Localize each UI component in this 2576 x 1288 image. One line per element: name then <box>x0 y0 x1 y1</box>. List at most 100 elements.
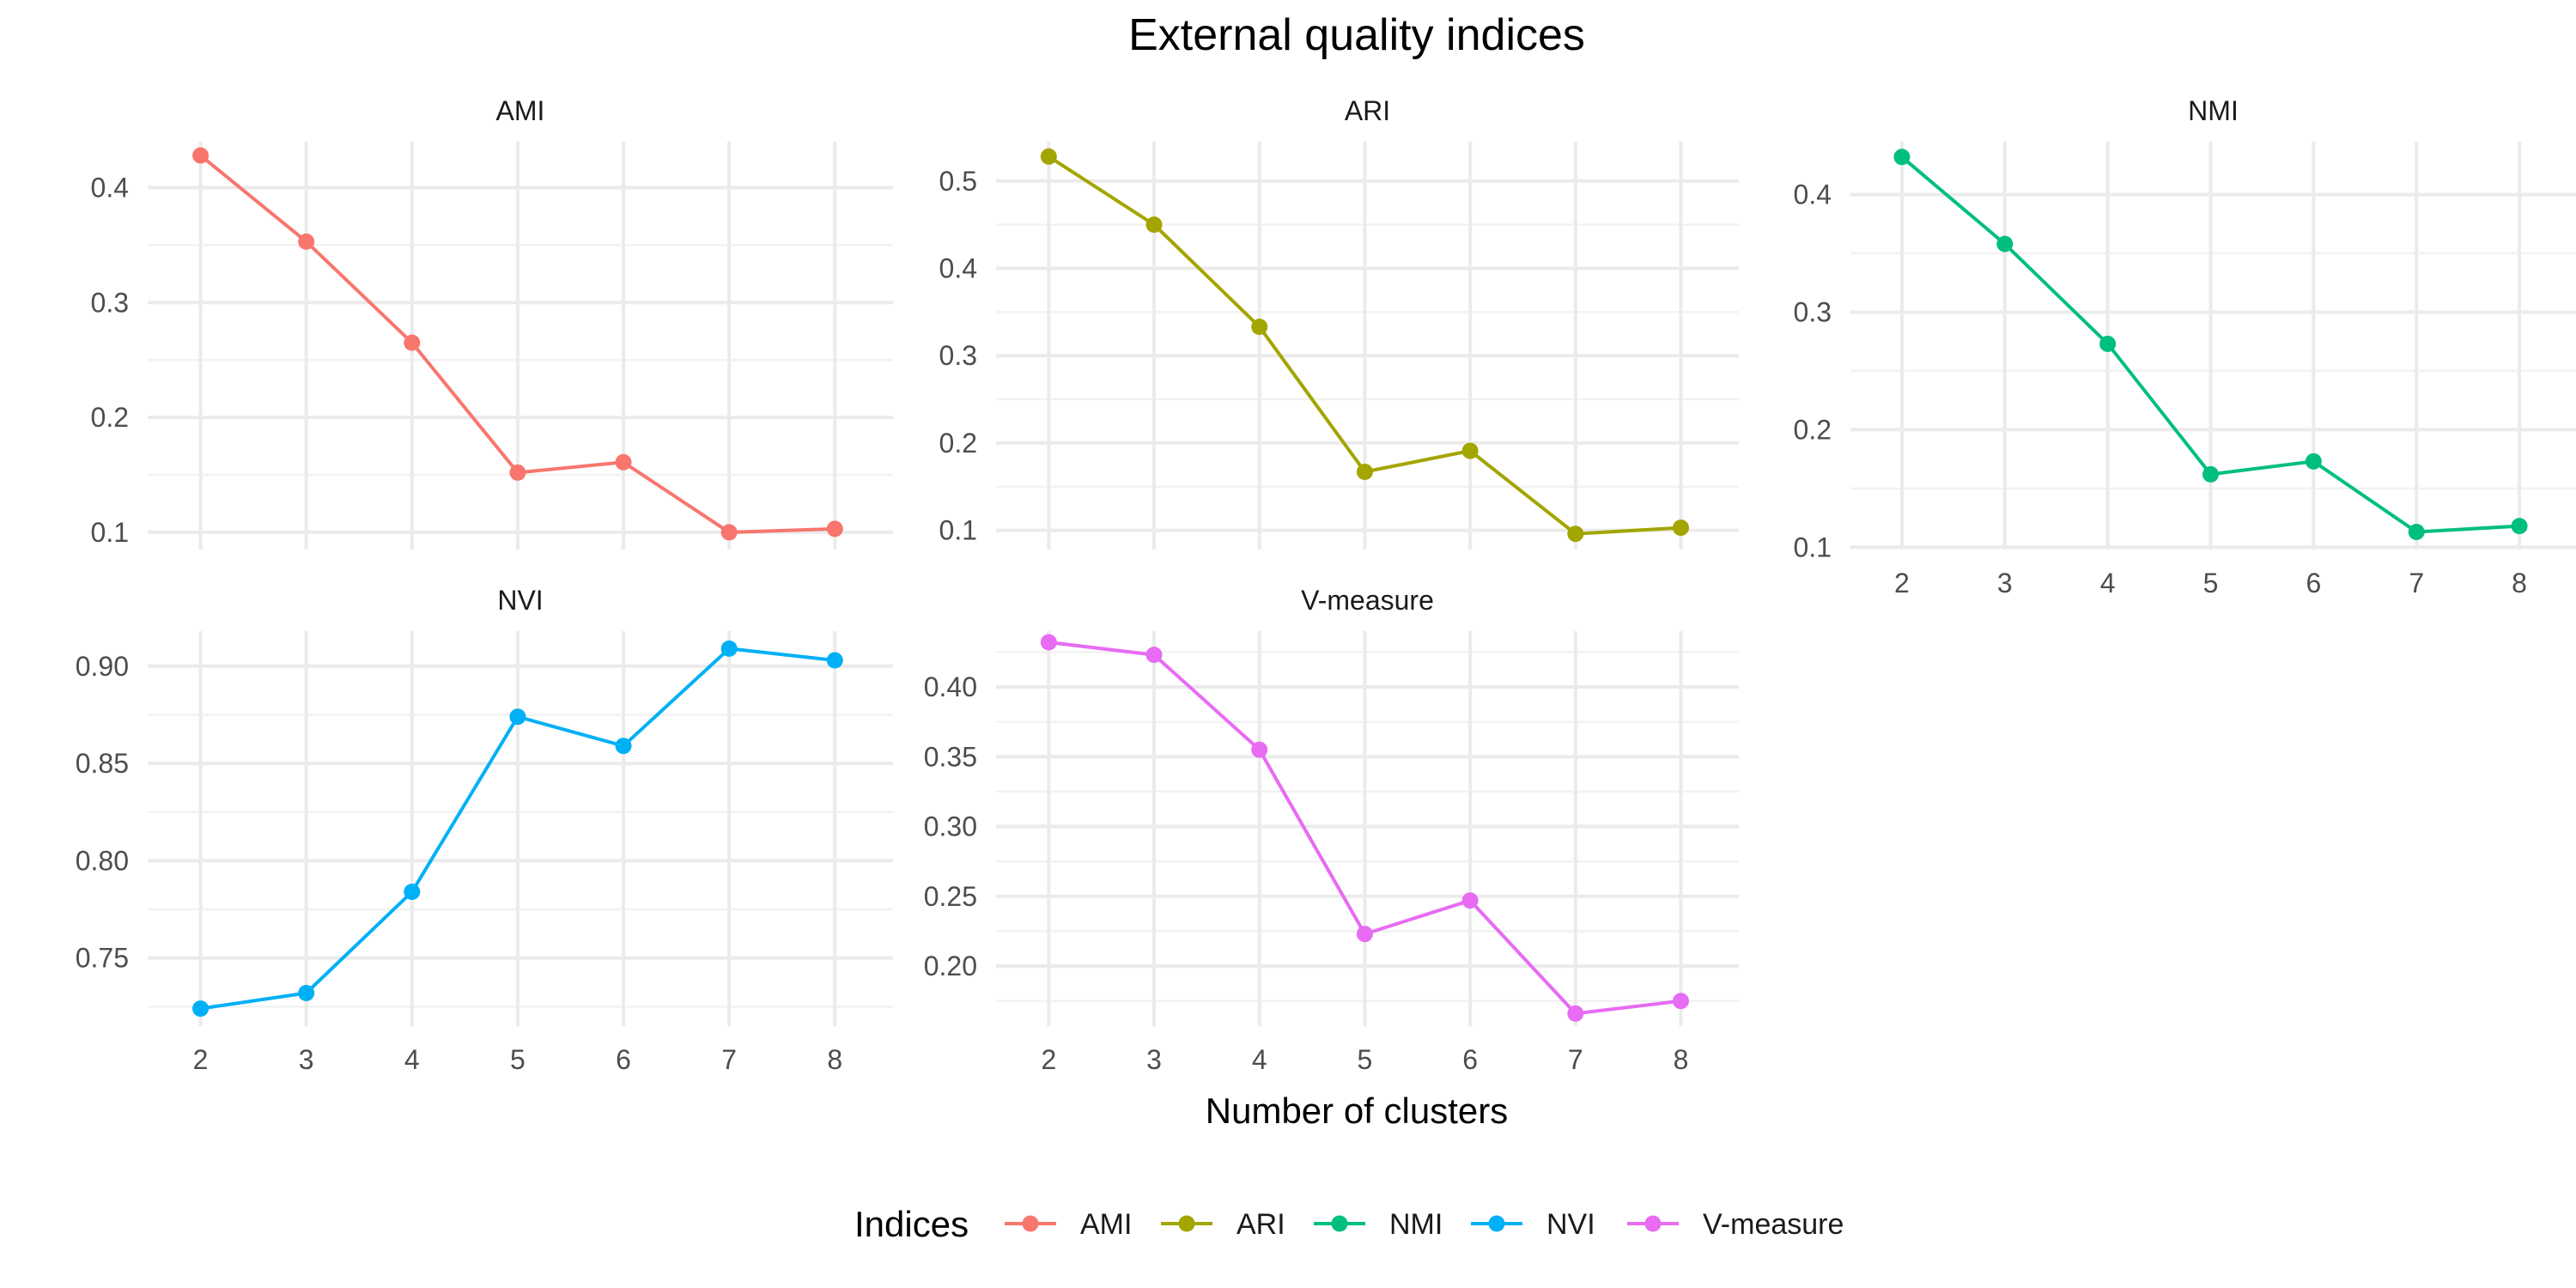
legend-item-ari: ARI <box>1161 1208 1285 1241</box>
facet-ari: 0.1 0.2 0.3 0.4 0.5 ARI <box>939 95 1739 550</box>
data-point <box>298 984 315 1001</box>
data-point <box>615 738 632 755</box>
data-point <box>298 233 315 250</box>
legend-item-nmi: NMI <box>1314 1208 1443 1241</box>
data-point <box>1893 149 1911 166</box>
data-point <box>1673 519 1690 537</box>
x-tick-label: 6 <box>616 1044 631 1075</box>
x-tick-label: 5 <box>510 1044 526 1075</box>
data-point <box>509 464 526 481</box>
legend-label: AMI <box>1080 1208 1132 1241</box>
y-tick-label: 0.75 <box>76 943 129 974</box>
y-tick-label: 0.3 <box>1794 296 1832 327</box>
chart-title: External quality indices <box>1128 10 1585 60</box>
data-point <box>720 524 738 541</box>
data-point <box>1356 463 1373 480</box>
legend-label: V-measure <box>1703 1208 1844 1241</box>
x-tick-label: 4 <box>2100 568 2116 598</box>
x-tick-label: 3 <box>1997 568 2013 598</box>
x-tick-label: 5 <box>1358 1044 1373 1075</box>
data-point <box>2202 465 2220 483</box>
legend-label: NVI <box>1546 1208 1595 1241</box>
data-point <box>615 453 632 471</box>
x-tick-label: 3 <box>299 1044 314 1075</box>
data-point <box>720 640 738 657</box>
data-point <box>1996 235 2014 252</box>
y-tick-label: 0.2 <box>939 428 977 459</box>
x-tick-label: 7 <box>721 1044 737 1075</box>
legend-item-v-measure: V-measure <box>1627 1208 1844 1241</box>
x-tick-label: 8 <box>827 1044 842 1075</box>
data-point <box>192 1000 210 1018</box>
x-tick-label: 6 <box>2306 568 2321 598</box>
x-tick-label: 8 <box>1674 1044 1689 1075</box>
y-tick-label: 0.4 <box>1794 179 1832 210</box>
facet-nvi: 0.75 0.80 0.85 0.90 2 3 4 5 6 7 8 NVI <box>76 585 893 1075</box>
x-tick-label: 4 <box>1252 1044 1267 1075</box>
facet-ami: 0.1 0.2 0.3 0.4 AMI <box>91 95 893 550</box>
facet-v-measure: 0.20 0.25 0.30 0.35 0.40 2 3 4 5 6 7 8 V-measure <box>924 585 1739 1075</box>
data-point <box>1461 892 1479 909</box>
x-tick-label: 5 <box>2203 568 2219 598</box>
x-tick-label: 7 <box>1568 1044 1583 1075</box>
x-tick-label: 8 <box>2512 568 2527 598</box>
legend: Indices AMI ARI NMI NVI V-measure <box>854 1204 1844 1244</box>
y-tick-label: 0.3 <box>939 340 977 371</box>
x-tick-label: 6 <box>1462 1044 1478 1075</box>
data-point <box>2099 335 2117 352</box>
y-tick-label: 0.4 <box>939 252 977 283</box>
legend-label: NMI <box>1389 1208 1443 1241</box>
y-tick-label: 0.40 <box>924 671 977 702</box>
legend-key-point <box>1022 1215 1039 1232</box>
y-tick-label: 0.4 <box>91 173 129 204</box>
data-point <box>1040 148 1057 165</box>
legend-key-point <box>1331 1215 1348 1232</box>
y-tick-label: 0.35 <box>924 741 977 772</box>
legend-title: Indices <box>854 1204 969 1244</box>
legend-label: ARI <box>1236 1208 1285 1241</box>
y-tick-label: 0.25 <box>924 881 977 912</box>
facet-label: V-measure <box>1301 585 1434 616</box>
y-tick-label: 0.20 <box>924 951 977 981</box>
y-tick-label: 0.80 <box>76 845 129 876</box>
data-point <box>1145 216 1163 234</box>
y-tick-label: 0.1 <box>91 517 129 548</box>
data-point <box>404 334 421 351</box>
legend-key-point <box>1488 1215 1505 1232</box>
legend-item-ami: AMI <box>1005 1208 1132 1241</box>
data-point <box>509 708 526 726</box>
y-tick-label: 0.85 <box>76 748 129 779</box>
data-point <box>1567 1005 1584 1022</box>
y-tick-label: 0.5 <box>939 166 977 197</box>
x-tick-label: 3 <box>1146 1044 1162 1075</box>
data-point <box>2408 523 2425 540</box>
y-tick-label: 0.3 <box>91 287 129 318</box>
y-tick-label: 0.2 <box>1794 414 1832 445</box>
x-tick-label: 4 <box>404 1044 420 1075</box>
y-tick-label: 0.1 <box>939 515 977 546</box>
data-point <box>1567 526 1584 543</box>
facet-label: AMI <box>496 95 545 126</box>
data-point <box>1040 634 1057 651</box>
x-tick-label: 2 <box>193 1044 209 1075</box>
y-tick-label: 0.90 <box>76 651 129 682</box>
facet-label: ARI <box>1345 95 1390 126</box>
data-point <box>1145 647 1163 664</box>
y-tick-label: 0.30 <box>924 811 977 842</box>
facet-nmi: 0.1 0.2 0.3 0.4 2 3 4 5 6 7 8 NMI <box>1794 95 2576 598</box>
facet-label: NMI <box>2188 95 2239 126</box>
data-point <box>826 520 843 538</box>
data-point <box>1251 741 1268 758</box>
data-point <box>1673 993 1690 1010</box>
data-point <box>2511 518 2528 535</box>
data-point <box>1356 926 1373 943</box>
data-point <box>1461 442 1479 459</box>
legend-key-point <box>1178 1215 1195 1232</box>
y-tick-label: 0.2 <box>91 402 129 433</box>
data-point <box>2305 453 2322 470</box>
x-tick-label: 7 <box>2409 568 2424 598</box>
y-tick-label: 0.1 <box>1794 532 1832 562</box>
facet-label: NVI <box>497 585 543 616</box>
x-tick-label: 2 <box>1041 1044 1056 1075</box>
